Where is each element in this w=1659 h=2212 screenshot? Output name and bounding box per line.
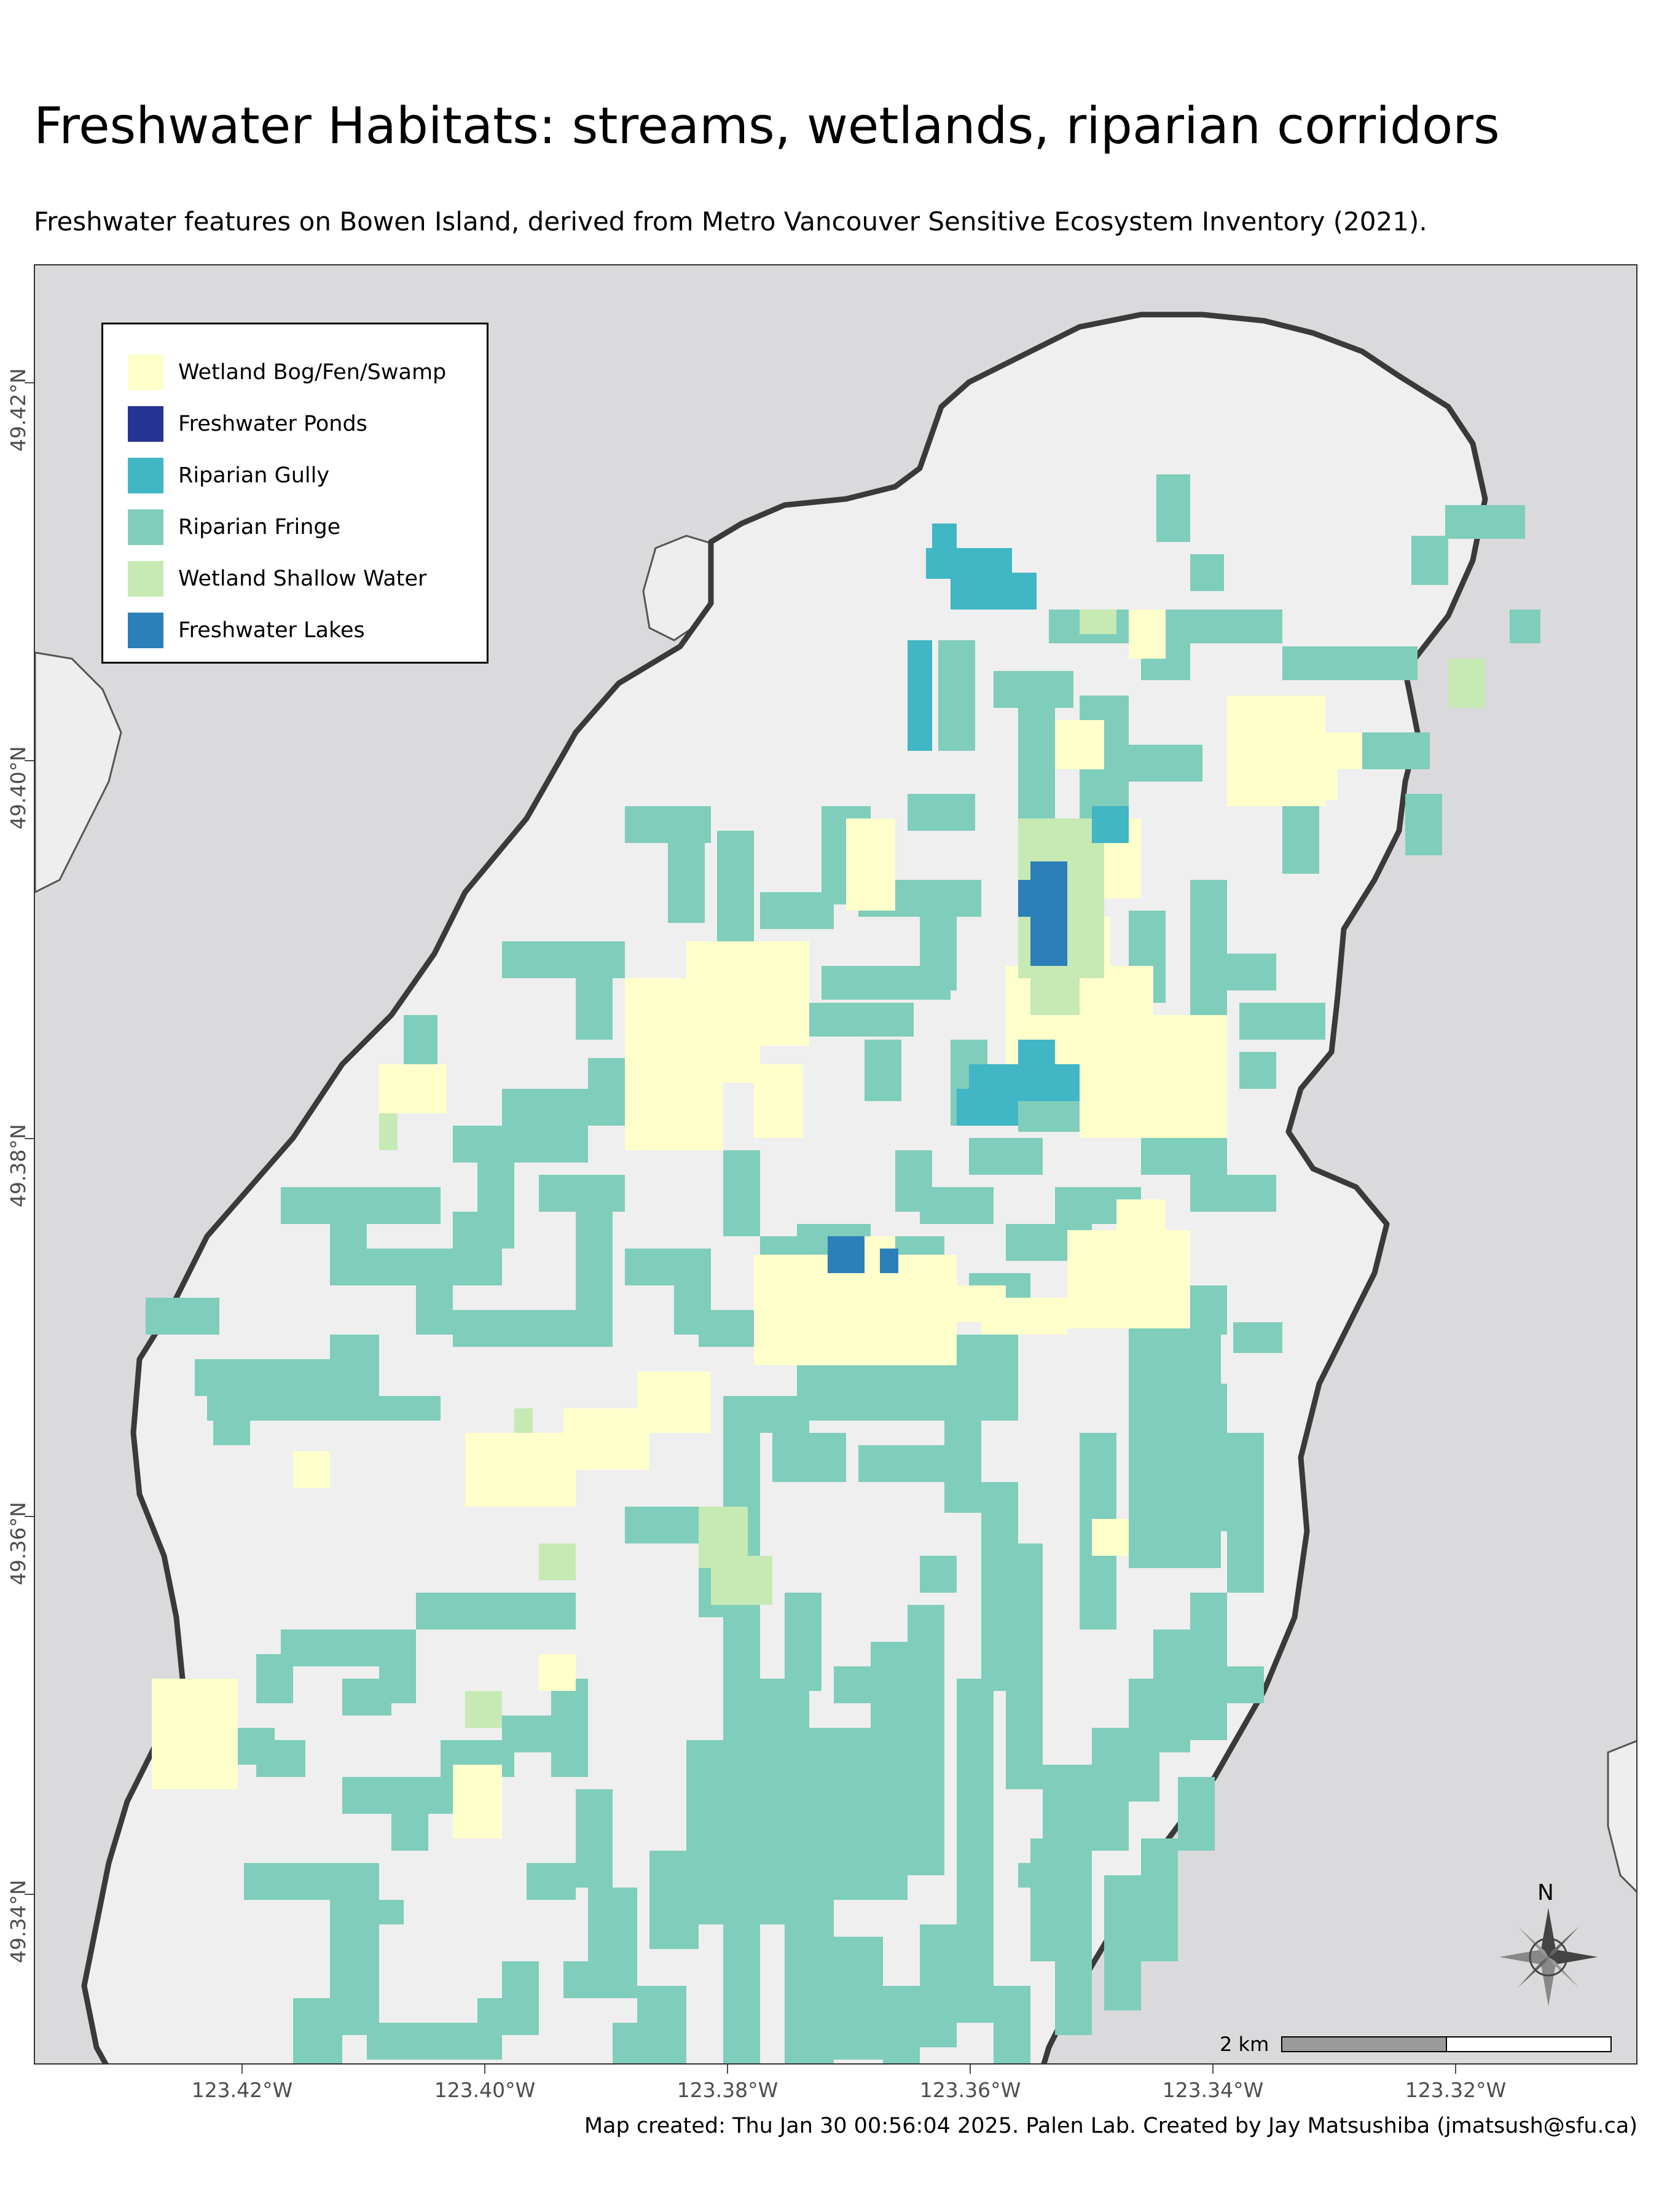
- east-landmass: [1607, 1739, 1636, 1893]
- legend-label: Wetland Shallow Water: [178, 567, 427, 591]
- north-label: N: [1537, 1880, 1554, 1905]
- y-tick-mark: [25, 382, 34, 383]
- scale-bar: 2 km: [1220, 2033, 1612, 2056]
- x-tick-mark: [484, 2065, 485, 2074]
- north-arrow: N: [1499, 1880, 1598, 2006]
- y-tick-label: 49.34°N: [6, 1880, 30, 1963]
- freshwater-lakes-cells: [828, 861, 1067, 1273]
- y-tick-label: 49.40°N: [6, 746, 30, 830]
- scale-label: 2 km: [1220, 2033, 1269, 2056]
- legend-swatch: [128, 509, 163, 545]
- legend-swatch: [128, 561, 163, 597]
- legend-swatch: [128, 613, 163, 648]
- scale-segment-light: [1446, 2036, 1612, 2052]
- legend-item-freshwater-lakes: Freshwater Lakes: [128, 605, 462, 656]
- legend-item-riparian-gully: Riparian Gully: [128, 450, 462, 501]
- legend-label: Wetland Bog/Fen/Swamp: [178, 360, 447, 385]
- legend-label: Riparian Fringe: [178, 515, 341, 539]
- legend-label: Riparian Gully: [178, 463, 330, 488]
- compass-rose-icon: [1499, 1908, 1598, 2006]
- y-tick-mark: [25, 760, 34, 761]
- riparian-fringe-cells: [146, 474, 1540, 2063]
- map-canvas: [35, 312, 1636, 2063]
- scale-segment-dark: [1281, 2036, 1448, 2052]
- y-tick-mark: [25, 1138, 34, 1139]
- y-tick-label: 49.38°N: [6, 1124, 30, 1207]
- legend-label: Freshwater Ponds: [178, 412, 367, 436]
- x-tick-label: 123.32°W: [1405, 2078, 1507, 2102]
- x-tick-label: 123.34°W: [1162, 2078, 1264, 2102]
- map-panel[interactable]: [34, 264, 1637, 2065]
- legend-item-wetland-shallow-water: Wetland Shallow Water: [128, 553, 462, 605]
- x-tick-label: 123.42°W: [191, 2078, 293, 2102]
- x-tick-mark: [1212, 2065, 1214, 2074]
- x-tick-mark: [1455, 2065, 1456, 2074]
- x-tick-mark: [241, 2065, 243, 2074]
- legend-swatch: [128, 355, 163, 390]
- legend-swatch: [128, 406, 163, 442]
- map-title: Freshwater Habitats: streams, wetlands, …: [34, 97, 1500, 155]
- x-tick-label: 123.36°W: [919, 2078, 1021, 2102]
- legend-item-riparian-fringe: Riparian Fringe: [128, 501, 462, 553]
- y-tick-mark: [25, 1894, 34, 1895]
- map-legend: Wetland Bog/Fen/Swamp Freshwater Ponds R…: [101, 323, 488, 664]
- legend-label: Freshwater Lakes: [178, 618, 365, 643]
- riparian-gully-cells: [908, 524, 1129, 1126]
- y-tick-mark: [25, 1516, 34, 1517]
- x-tick-label: 123.40°W: [434, 2078, 536, 2102]
- legend-item-wetland-bog: Wetland Bog/Fen/Swamp: [128, 347, 462, 398]
- x-tick-label: 123.38°W: [677, 2078, 779, 2102]
- y-tick-label: 49.36°N: [6, 1502, 30, 1585]
- map-subtitle: Freshwater features on Bowen Island, der…: [34, 206, 1427, 237]
- west-landmass: [35, 651, 122, 893]
- map-caption: Map created: Thu Jan 30 00:56:04 2025. P…: [584, 2114, 1637, 2138]
- x-tick-mark: [970, 2065, 971, 2074]
- x-tick-mark: [727, 2065, 728, 2074]
- legend-item-freshwater-ponds: Freshwater Ponds: [128, 398, 462, 450]
- y-tick-label: 49.42°N: [6, 368, 30, 452]
- legend-swatch: [128, 458, 163, 493]
